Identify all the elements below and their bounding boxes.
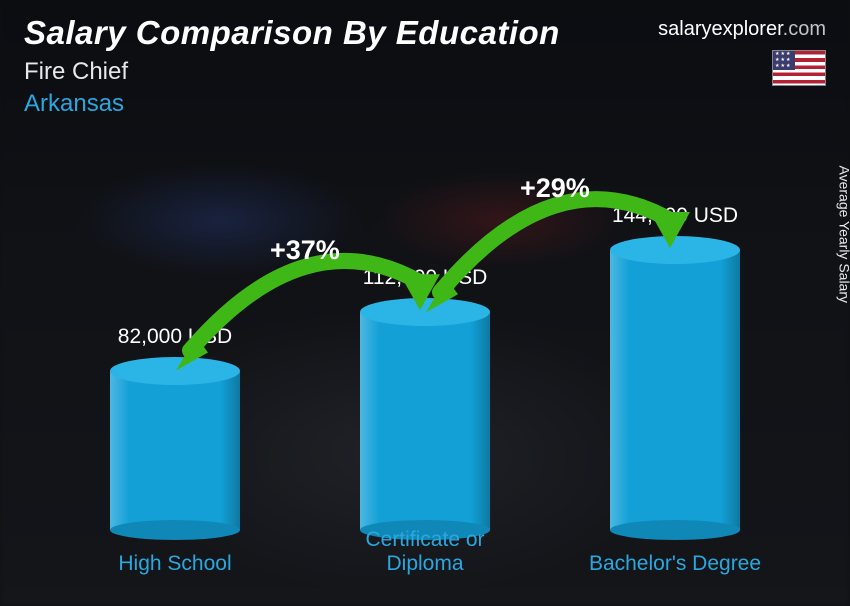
page-region: Arkansas (24, 90, 826, 118)
us-flag-icon (772, 50, 826, 86)
bar-front (110, 371, 240, 530)
arc-svg (430, 80, 680, 332)
arc-path (190, 261, 420, 351)
bar-bottom (610, 520, 740, 540)
bar: 82,000 USD (110, 371, 240, 530)
increase-arc (430, 80, 680, 332)
increase-arc (180, 150, 430, 391)
y-axis-label: Average Yearly Salary (836, 166, 850, 304)
arc-svg (180, 150, 430, 391)
increase-label: +37% (270, 235, 340, 266)
brand-logo: salaryexplorer.com (658, 18, 826, 41)
brand-suffix: .com (783, 18, 826, 40)
page-subtitle: Fire Chief (24, 58, 826, 86)
bar-label: High School (85, 552, 265, 576)
bar-label: Bachelor's Degree (585, 552, 765, 576)
bar-chart: 82,000 USDHigh School112,000 USDCertific… (60, 180, 770, 576)
bar-bottom (110, 520, 240, 540)
bar-group: 82,000 USD (100, 371, 250, 530)
brand-name: salaryexplorer (658, 18, 783, 40)
bar-label: Certificate or Diploma (335, 528, 515, 576)
increase-label: +29% (520, 173, 590, 204)
arc-path (440, 199, 670, 292)
content: Salary Comparison By Education Fire Chie… (0, 0, 850, 606)
